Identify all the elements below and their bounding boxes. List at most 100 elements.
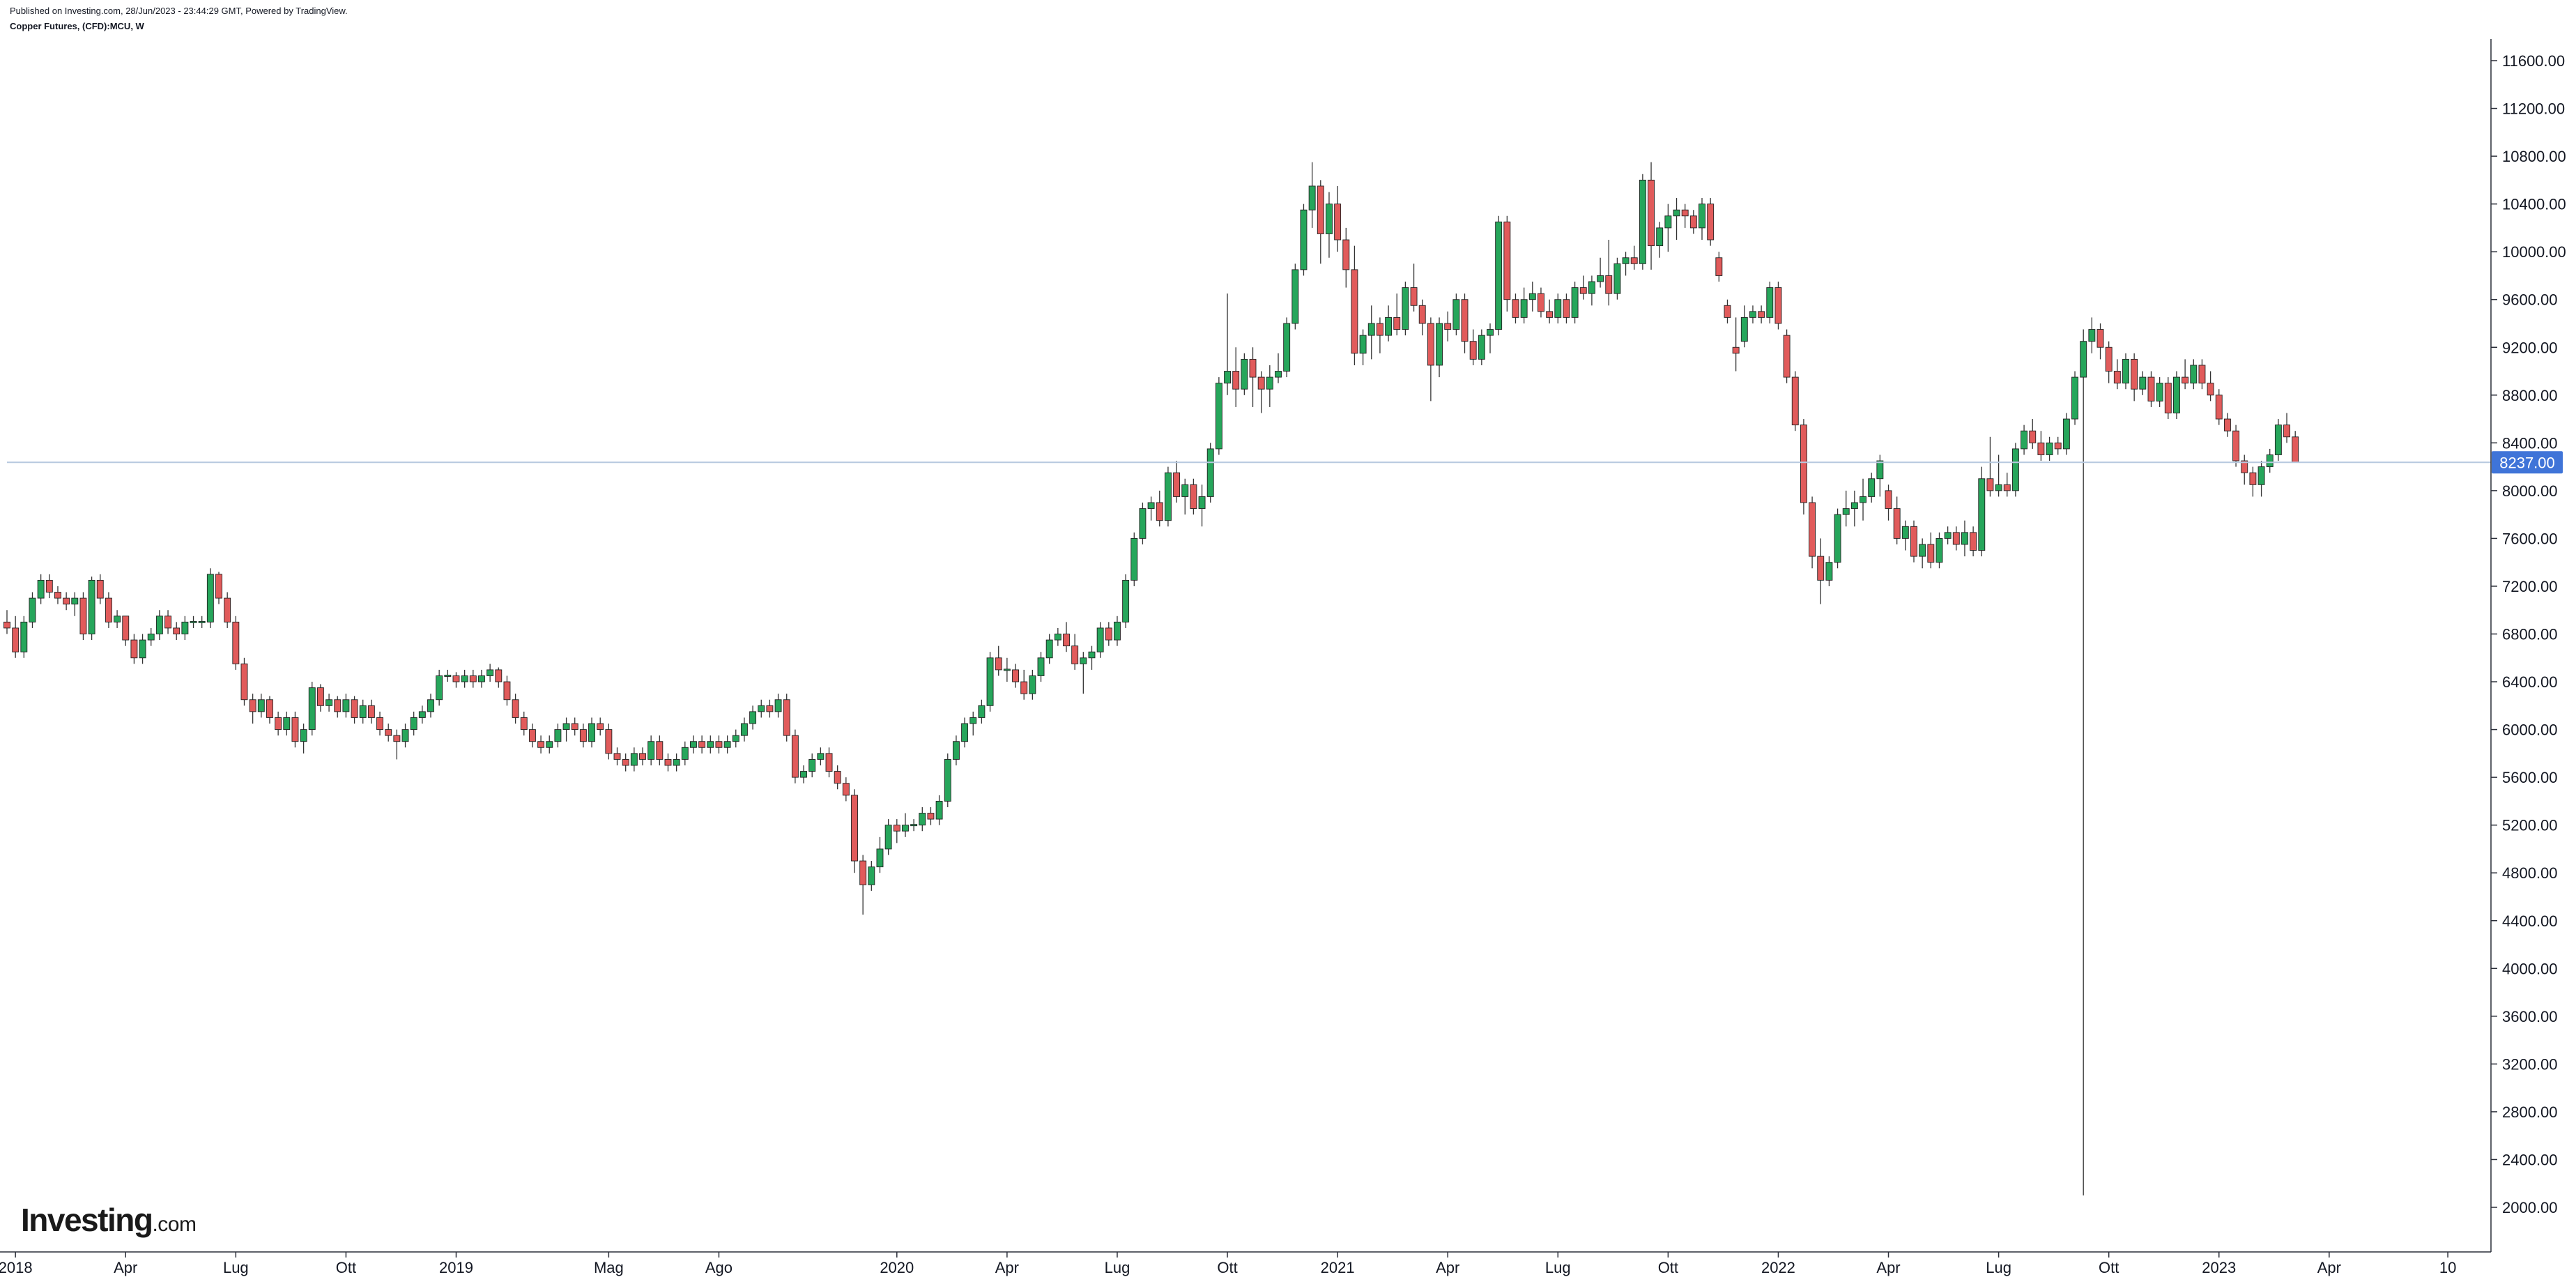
candle — [29, 592, 36, 628]
candle — [486, 664, 494, 682]
candle-body — [1096, 627, 1104, 652]
candle — [283, 711, 291, 736]
candle — [1045, 634, 1053, 664]
candle-body — [1834, 514, 1841, 563]
candle — [546, 735, 553, 754]
candle — [1817, 538, 1825, 604]
candle-body — [2249, 472, 2257, 485]
candle — [1402, 282, 1409, 336]
candle-body — [758, 705, 765, 712]
candle — [1071, 634, 1079, 670]
y-tick-label: 10400.00 — [2502, 196, 2566, 213]
candle-body — [79, 597, 87, 634]
candle — [190, 616, 197, 628]
candle — [1478, 329, 1485, 365]
candle — [656, 735, 664, 765]
candle-body — [1275, 371, 1282, 378]
candle-body — [1063, 634, 1070, 647]
candle — [249, 694, 256, 724]
candle — [2190, 359, 2198, 390]
candle — [1876, 454, 1884, 497]
candle — [2071, 371, 2078, 425]
candle-body — [2173, 376, 2180, 413]
candle — [758, 699, 765, 718]
candle-body — [783, 699, 790, 736]
time-axis[interactable]: 2018 Apr Lug Ott 2019 Mag Ago 2020 Apr Lug Ott 2021… — [0, 1252, 2456, 1276]
candle-body — [469, 675, 477, 682]
candle-body — [2080, 341, 2087, 378]
candle-body — [1774, 287, 1782, 324]
candle — [1639, 174, 1646, 270]
candle-body — [1012, 669, 1019, 682]
candle — [3, 610, 10, 634]
x-tick-label: Ago — [705, 1259, 733, 1276]
candle-body — [927, 813, 935, 820]
candle-body — [190, 620, 197, 623]
candle-body — [1266, 376, 1273, 390]
candle — [571, 717, 578, 736]
candle — [1164, 466, 1172, 527]
candle-body — [1427, 323, 1434, 366]
candle-body — [749, 711, 757, 724]
candle-body — [1173, 472, 1181, 497]
candle — [1393, 293, 1401, 336]
candle-body — [681, 747, 689, 760]
candle — [2037, 431, 2045, 461]
candle — [2131, 353, 2138, 402]
candle-body — [1554, 299, 1562, 318]
candle — [893, 819, 900, 843]
y-tick-label: 6000.00 — [2502, 721, 2558, 739]
candle — [630, 747, 638, 772]
candle-body — [1351, 269, 1358, 354]
candle-body — [1326, 204, 1333, 234]
candle-body — [1732, 346, 1740, 354]
candle — [588, 717, 595, 748]
candle — [1935, 532, 1943, 569]
candle-body — [673, 758, 680, 766]
candle-body — [2215, 395, 2223, 420]
candle-body — [825, 753, 833, 772]
candle-body — [325, 699, 333, 706]
candle-body — [1291, 269, 1299, 324]
candle-body — [300, 729, 307, 742]
candle-body — [1868, 478, 1876, 497]
candle — [1995, 454, 2002, 497]
logo-suffix: .com — [152, 1213, 197, 1236]
candle — [1961, 520, 1968, 557]
candle-body — [2011, 448, 2019, 491]
candle — [1173, 461, 1181, 503]
candle — [579, 724, 587, 748]
candle-body — [859, 860, 867, 885]
candle — [1291, 263, 1299, 330]
candle — [1605, 240, 1613, 306]
candle-body — [969, 717, 977, 724]
candle — [876, 836, 884, 873]
candle — [1800, 419, 1807, 515]
candle-body — [800, 771, 807, 778]
candle — [1944, 526, 1952, 544]
candle-body — [393, 735, 401, 742]
y-tick-label: 8400.00 — [2502, 434, 2558, 452]
candle-body — [1664, 215, 1672, 229]
candle — [740, 717, 748, 742]
candle — [452, 672, 460, 688]
price-axis[interactable]: 2000.00 2400.00 2800.00 3200.00 3600.00 4000.… — [2491, 52, 2566, 1216]
candle — [622, 753, 629, 772]
candle — [1376, 317, 1383, 353]
candle-body — [834, 771, 841, 784]
candle — [96, 574, 104, 604]
candle — [2096, 323, 2104, 360]
candle-body — [418, 711, 426, 718]
candle — [147, 627, 155, 646]
candle-body — [2257, 466, 2265, 485]
candle — [503, 675, 511, 706]
candle — [884, 819, 892, 855]
candle — [910, 819, 918, 832]
y-tick-label: 10000.00 — [2502, 243, 2566, 261]
candle — [308, 682, 316, 736]
candle — [2283, 413, 2290, 443]
candle — [1673, 198, 1680, 240]
candle — [1783, 329, 1791, 383]
candle-body — [579, 729, 587, 742]
